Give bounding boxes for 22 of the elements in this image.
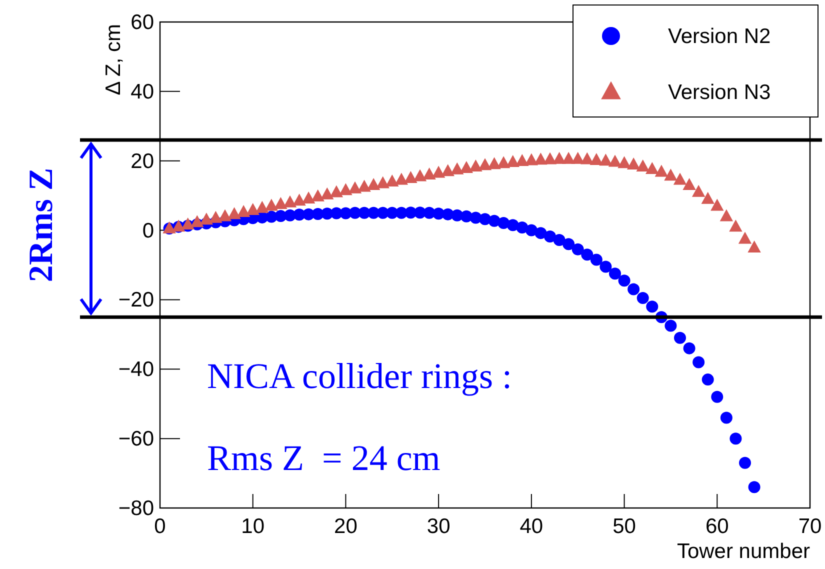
text: 2Rms Z — [23, 168, 60, 282]
x-tick-label: 60 — [705, 515, 729, 538]
y-tick-label: 0 — [142, 219, 154, 242]
y-tick-label: 40 — [130, 80, 154, 104]
x-tick-label: 50 — [612, 515, 636, 538]
legend-label: Version N3 — [668, 81, 771, 104]
y-tick-label: −80 — [118, 497, 154, 520]
annotation: Rms Z = 24 cm — [207, 438, 440, 478]
annotation: NICA collider rings : — [207, 356, 512, 396]
x-tick-label: 70 — [798, 515, 822, 538]
y-tick-label: −60 — [118, 428, 154, 451]
y-tick-label: 60 — [130, 11, 154, 34]
x-tick-label: 40 — [520, 515, 544, 538]
y-tick-label: −40 — [118, 358, 154, 382]
y-tick-label: 20 — [130, 150, 154, 173]
legend-label: Version N2 — [668, 25, 771, 48]
x-tick-label: 20 — [334, 515, 358, 538]
y-tick-label: −20 — [118, 288, 154, 312]
x-axis-title: Tower number — [676, 540, 810, 563]
x-tick-label: 10 — [241, 515, 265, 538]
x-tick-label: 30 — [426, 515, 450, 538]
y-axis-title: Δ Z, cm — [102, 24, 125, 96]
